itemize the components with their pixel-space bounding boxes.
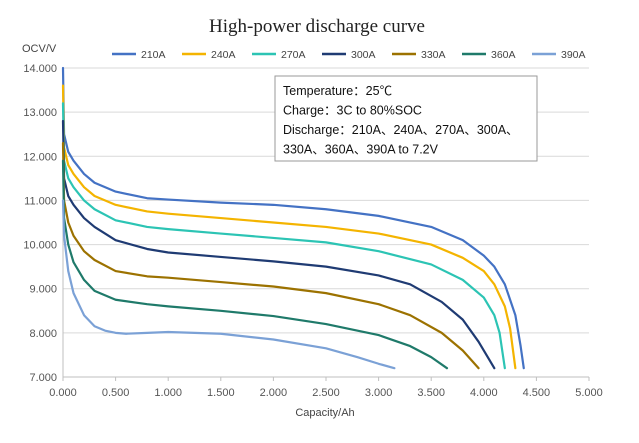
x-tick-label: 2.500 — [312, 387, 340, 399]
y-tick-label: 13.000 — [23, 107, 57, 119]
x-tick-label: 4.500 — [523, 387, 551, 399]
annotation-line: Temperature：25℃ — [283, 84, 392, 98]
series-line-390A — [61, 199, 396, 370]
legend-label-360A: 360A — [491, 49, 516, 61]
x-tick-label: 4.000 — [470, 387, 498, 399]
x-tick-label: 5.000 — [575, 387, 603, 399]
legend-label-300A: 300A — [351, 49, 376, 61]
legend-label-390A: 390A — [561, 49, 586, 61]
series-line-240A — [61, 84, 517, 370]
y-tick-label: 11.000 — [24, 195, 57, 207]
y-axis-label: OCV/V — [22, 43, 57, 55]
series-line-210A — [61, 66, 525, 370]
legend-label-330A: 330A — [421, 49, 446, 61]
y-tick-label: 9.000 — [29, 284, 57, 296]
y-tick-label: 7.000 — [29, 372, 57, 384]
annotation-line: Discharge：210A、240A、270A、300A、 — [283, 123, 519, 137]
series-lines — [61, 66, 525, 370]
x-tick-label: 1.500 — [207, 387, 235, 399]
x-tick-label: 3.500 — [417, 387, 445, 399]
axes: 7.000 8.000 9.000 10.000 11.000 12.000 13.000 1… — [23, 63, 602, 399]
series-line-360A — [61, 159, 449, 370]
annotation-line: 330A、360A、390A to 7.2V — [283, 143, 439, 157]
legend: 210A 240A 270A 300A 330A 360A 390A — [112, 49, 586, 61]
series-line-270A — [61, 102, 506, 370]
x-tick-label: 3.000 — [365, 387, 393, 399]
legend-label-270A: 270A — [281, 49, 306, 61]
y-tick-label: 10.000 — [23, 240, 57, 252]
x-axis-label: Capacity/Ah — [295, 407, 354, 419]
x-tick-label: 0.000 — [49, 387, 77, 399]
legend-label-210A: 210A — [141, 49, 166, 61]
annotation-box: Temperature：25℃ Charge：3C to 80%SOC Discha… — [274, 75, 538, 162]
series-line-330A — [61, 141, 480, 370]
annotation-frame — [274, 75, 538, 162]
y-tick-label: 14.000 — [23, 63, 57, 75]
x-tick-label: 0.500 — [102, 387, 130, 399]
chart-title: High-power discharge curve — [209, 16, 425, 37]
legend-label-240A: 240A — [211, 49, 236, 61]
y-tick-label: 8.000 — [29, 328, 57, 340]
y-tick-label: 12.000 — [23, 151, 57, 163]
x-tick-label: 1.000 — [154, 387, 182, 399]
series-line-300A — [61, 119, 496, 370]
x-tick-label: 2.000 — [260, 387, 288, 399]
annotation-line: Charge：3C to 80%SOC — [283, 104, 422, 118]
